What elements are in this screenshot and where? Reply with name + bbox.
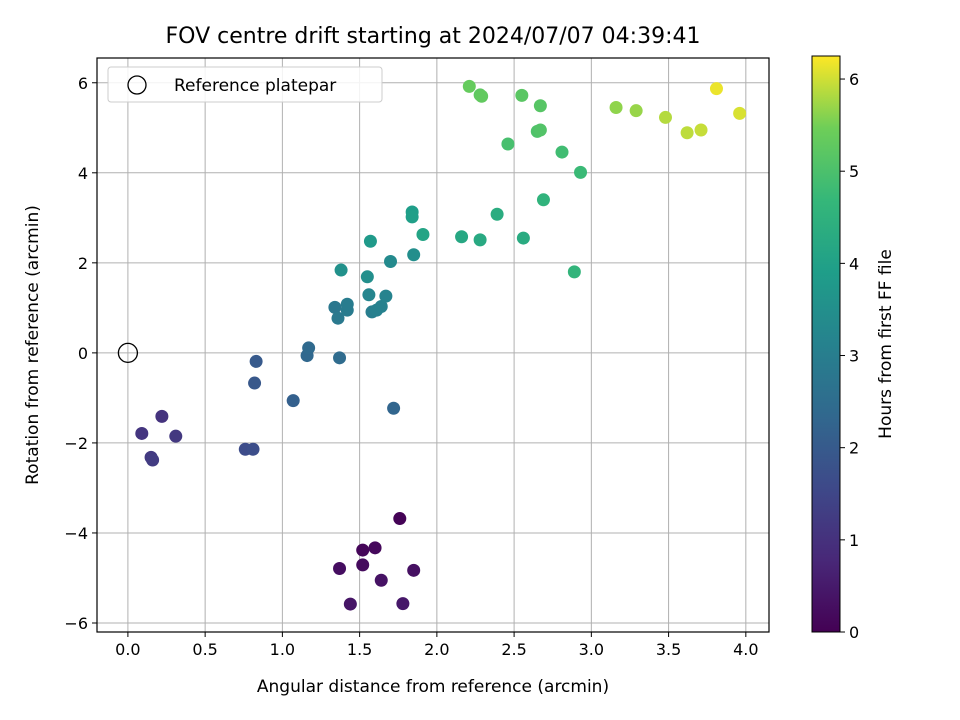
data-point [490,207,504,221]
data-point [407,248,421,262]
data-point [248,376,262,390]
colorbar-tick-label: 5 [849,162,859,181]
y-tick-label: 4 [78,164,88,183]
plot-frame [96,57,770,633]
data-point [135,426,149,440]
x-tick-label: 0.0 [115,640,140,659]
data-point [356,558,370,572]
x-tick-label: 4.0 [733,640,758,659]
data-point [374,300,388,314]
data-point [169,429,183,443]
data-point [555,145,569,159]
colorbar-ticks: 0 1 2 3 4 5 6 [840,70,859,642]
data-point [393,512,407,526]
data-point [362,288,376,302]
data-point [155,409,169,423]
data-point [416,227,430,241]
data-point [302,341,316,355]
data-point [343,597,357,611]
data-point [475,89,489,103]
data-point [574,165,588,179]
reference-platepar-marker [117,342,139,364]
legend: Reference platepar [107,66,383,103]
colorbar-tick-label: 2 [849,439,859,458]
data-point [694,123,708,137]
x-tick-label: 2.0 [424,640,449,659]
colorbar-tick-label: 0 [849,623,859,642]
grid [97,58,769,632]
data-point [533,123,547,137]
legend-marker [127,75,147,95]
x-axis-ticks: 0.0 0.5 1.0 1.5 2.0 2.5 3.0 3.5 4.0 [115,632,759,659]
data-point [462,79,476,93]
data-point [356,543,370,557]
x-tick-label: 3.5 [656,640,681,659]
data-point [407,563,421,577]
data-point [680,126,694,140]
data-point [405,210,419,224]
data-point [328,300,342,314]
data-point [501,137,515,151]
data-point [246,442,260,456]
y-tick-label: 0 [78,344,88,363]
colorbar-tick-label: 4 [849,254,859,273]
data-point [374,573,388,587]
x-tick-label: 1.0 [270,640,295,659]
data-point [368,541,382,555]
data-point [567,265,581,279]
data-point [396,597,410,611]
colorbar-tick-label: 3 [849,347,859,366]
data-point [473,233,487,247]
colorbar-gradient [811,55,841,633]
y-tick-label: −4 [64,524,88,543]
chart-title: FOV centre drift starting at 2024/07/07 … [166,24,701,49]
data-point [516,231,530,245]
data-point [334,263,348,277]
data-point [455,230,469,244]
y-tick-label: 6 [78,74,88,93]
data-point [286,394,300,408]
x-tick-label: 0.5 [192,640,217,659]
y-axis-label: Rotation from reference (arcmin) [23,205,43,485]
colorbar-label: Hours from first FF file [876,249,896,439]
x-tick-label: 3.0 [579,640,604,659]
data-point [533,99,547,113]
data-point [536,193,550,207]
data-point [379,289,393,303]
data-point [363,234,377,248]
legend-label: Reference platepar [174,76,336,96]
colorbar: 0 1 2 3 4 5 6 Hours from first FF file [811,55,896,642]
data-point [333,351,347,365]
colorbar-tick-label: 1 [849,531,859,550]
data-point [146,453,160,467]
legend-box [107,66,383,103]
data-point [658,110,672,124]
data-point [340,297,354,311]
y-tick-label: −6 [64,614,88,633]
y-tick-label: −2 [64,434,88,453]
colorbar-tick-label: 6 [849,70,859,89]
data-point [249,354,263,368]
data-point [709,82,723,96]
data-point [609,101,623,115]
data-point [733,106,747,120]
data-point [387,401,401,415]
x-tick-label: 2.5 [501,640,526,659]
x-axis-label: Angular distance from reference (arcmin) [257,677,609,697]
y-axis-ticks: −6 −4 −2 0 2 4 6 [64,74,97,633]
x-tick-label: 1.5 [347,640,372,659]
data-point [331,311,345,325]
data-point [333,562,347,576]
data-point [384,254,398,268]
data-point [515,88,529,102]
y-tick-label: 2 [78,254,88,273]
data-point [629,104,643,118]
reference-point [117,342,139,364]
data-point [360,270,374,284]
scatter-points [135,79,747,611]
